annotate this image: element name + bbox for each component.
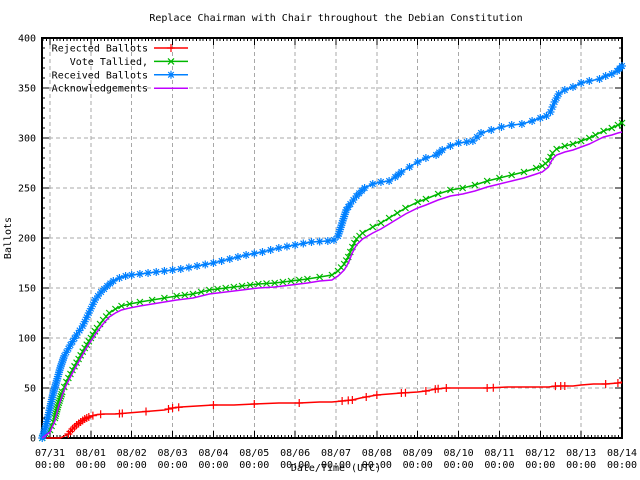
series-markers xyxy=(64,379,622,438)
legend-label: Acknowledgements xyxy=(52,84,148,95)
legend-label: Vote Tallied, xyxy=(70,57,148,68)
plot-border-and-ticks xyxy=(41,37,623,439)
x-tick-date: 08/06 xyxy=(280,448,310,459)
x-tick-date: 08/07 xyxy=(321,448,351,459)
x-tick-time: 00:00 xyxy=(158,460,188,471)
y-tick-label: 100 xyxy=(18,334,36,345)
x-tick-date: 08/02 xyxy=(117,448,147,459)
series-line xyxy=(41,65,623,439)
legend-item-vote-tallied: Vote Tallied, xyxy=(70,57,188,68)
y-tick-label: 400 xyxy=(18,34,36,45)
x-tick-time: 00:00 xyxy=(362,460,392,471)
x-tick-date: 08/11 xyxy=(484,448,514,459)
x-tick-labels: 07/3100:0008/0100:0008/0200:0008/0300:00… xyxy=(35,448,637,471)
y-tick-label: 0 xyxy=(30,434,36,445)
x-tick-time: 00:00 xyxy=(117,460,147,471)
x-tick-date: 08/03 xyxy=(158,448,188,459)
x-tick-date: 08/14 xyxy=(607,448,637,459)
y-tick-label: 250 xyxy=(18,184,36,195)
x-tick-time: 00:00 xyxy=(321,460,351,471)
y-tick-label: 150 xyxy=(18,284,36,295)
legend-item-rejected-ballots: Rejected Ballots xyxy=(52,44,188,55)
data-series xyxy=(38,62,626,442)
x-tick-date: 08/01 xyxy=(76,448,106,459)
y-tick-labels: 0 50 100 150 200 250 300 350 400 xyxy=(18,34,36,445)
series-line xyxy=(41,131,623,439)
series-received-ballots xyxy=(38,62,626,442)
chart-title: Replace Chairman with Chair throughout t… xyxy=(149,13,522,24)
y-axis-label: Ballots xyxy=(3,217,14,259)
x-tick-time: 00:00 xyxy=(35,460,65,471)
x-tick-time: 00:00 xyxy=(280,460,310,471)
x-tick-time: 00:00 xyxy=(484,460,514,471)
series-acknowledgements xyxy=(41,131,623,439)
legend: Rejected Ballots Vote Tallied, Received Ba… xyxy=(52,44,188,95)
legend-sample-marker xyxy=(167,44,175,52)
legend-label: Rejected Ballots xyxy=(52,44,148,55)
x-tick-time: 00:00 xyxy=(525,460,555,471)
legend-item-received-ballots: Received Ballots xyxy=(52,70,188,81)
y-tick-label: 50 xyxy=(24,384,36,395)
legend-sample-marker xyxy=(167,57,175,65)
x-tick-time: 00:00 xyxy=(607,460,637,471)
legend-item-acknowledgements: Acknowledgements xyxy=(52,84,188,95)
x-tick-time: 00:00 xyxy=(76,460,106,471)
x-tick-date: 08/04 xyxy=(198,448,228,459)
x-tick-date: 08/05 xyxy=(239,448,269,459)
y-tick-label: 350 xyxy=(18,84,36,95)
series-line xyxy=(42,381,623,439)
x-tick-time: 00:00 xyxy=(198,460,228,471)
x-tick-date: 08/13 xyxy=(566,448,596,459)
x-tick-date: 08/12 xyxy=(525,448,555,459)
x-tick-time: 00:00 xyxy=(566,460,596,471)
legend-sample-marker xyxy=(167,70,175,79)
x-tick-date: 08/10 xyxy=(444,448,474,459)
x-axis-label: Date/Time (UTC) xyxy=(291,463,381,474)
x-tick-date: 07/31 xyxy=(35,448,65,459)
x-tick-date: 08/08 xyxy=(362,448,392,459)
x-tick-date: 08/09 xyxy=(403,448,433,459)
x-tick-time: 00:00 xyxy=(239,460,269,471)
y-tick-label: 200 xyxy=(18,234,36,245)
y-tick-label: 300 xyxy=(18,134,36,145)
x-tick-time: 00:00 xyxy=(403,460,433,471)
x-tick-time: 00:00 xyxy=(444,460,474,471)
legend-label: Received Ballots xyxy=(52,70,148,81)
series-rejected-ballots xyxy=(42,379,623,439)
